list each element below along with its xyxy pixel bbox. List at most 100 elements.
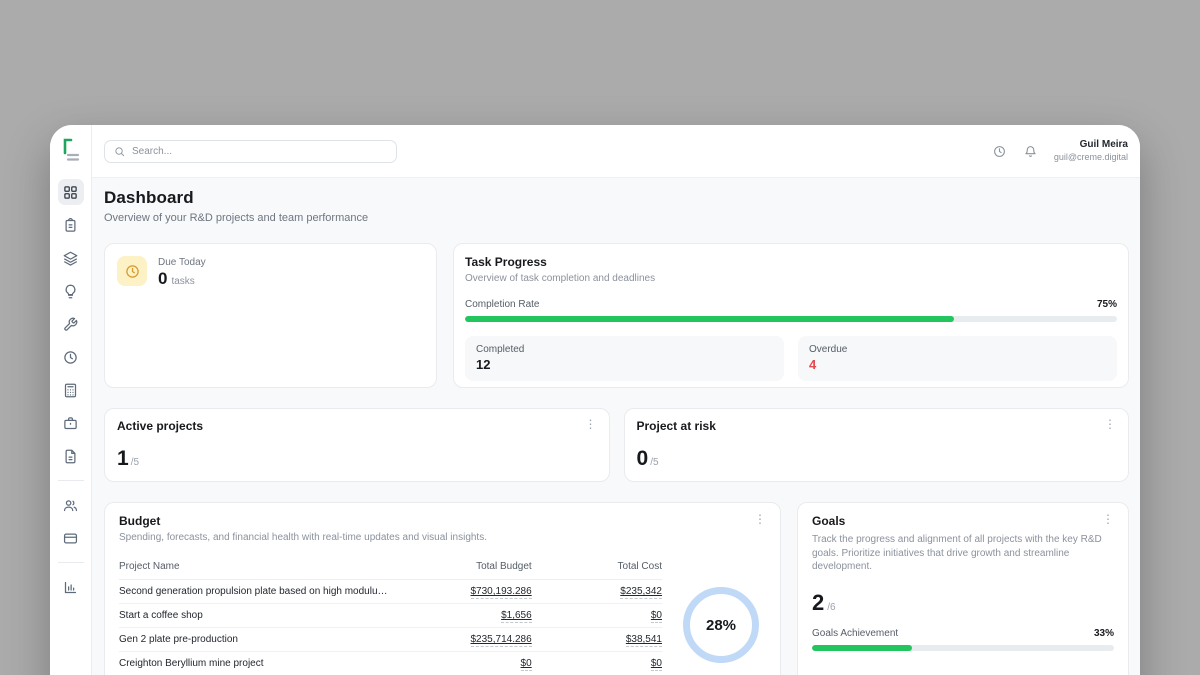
table-row[interactable]: Creighton Beryllium mine project $0 $0	[119, 651, 662, 675]
total-budget-value[interactable]: $235,714.286	[470, 634, 532, 647]
main-content: Dashboard Overview of your R&D projects …	[92, 178, 1140, 675]
history-button[interactable]	[992, 143, 1008, 159]
header-actions: Guil Meira guil@creme.digital	[992, 139, 1130, 163]
lightbulb-icon	[65, 284, 76, 298]
user-email: guil@creme.digital	[1053, 151, 1128, 162]
total-budget-value[interactable]: $730,193.286	[470, 586, 532, 599]
sidebar-divider	[57, 562, 84, 563]
goals-achievement-percent: 33%	[1093, 627, 1114, 639]
due-today-card: Due Today 0 tasks	[104, 243, 437, 388]
row-overview: Due Today 0 tasks Task Progress Overview…	[104, 243, 1129, 388]
notifications-button[interactable]	[1023, 143, 1039, 159]
page-title: Dashboard	[104, 188, 194, 207]
dashboard-grid-icon	[64, 185, 77, 199]
total-cost-value[interactable]: $235,342	[620, 586, 662, 599]
col-total-budget: Total Budget	[401, 557, 532, 580]
completion-rate-label: Completion Rate	[465, 299, 540, 310]
app-window: V1.0 Search... Guil Meira guil@creme.dig…	[50, 125, 1140, 675]
active-projects-title: Active projects	[117, 419, 204, 433]
total-cost-value[interactable]: $38,541	[625, 634, 662, 647]
due-today-unit: tasks	[171, 276, 195, 287]
credit-card-icon	[63, 533, 78, 543]
total-budget-value[interactable]: $0	[520, 658, 532, 671]
table-row[interactable]: Start a coffee shop $1,656 $0	[119, 603, 662, 628]
budget-title: Budget	[119, 514, 161, 528]
budget-donut-chart: 28%	[683, 587, 759, 663]
row-finance: Budget Spending, forecasts, and financia…	[104, 502, 1129, 675]
user-menu[interactable]: Guil Meira guil@creme.digital	[1054, 139, 1130, 163]
sidebar: V1.0	[50, 125, 92, 675]
sidebar-item-calculator[interactable]	[58, 377, 84, 403]
clipboard-icon	[65, 217, 76, 232]
sidebar-item-reports[interactable]	[58, 574, 84, 600]
more-menu-button[interactable]: ⋮	[754, 512, 766, 526]
task-progress-title: Task Progress	[465, 255, 547, 269]
sidebar-item-dashboard[interactable]	[57, 179, 84, 205]
clock-icon	[994, 145, 1006, 157]
total-cost-value[interactable]: $0	[650, 658, 662, 671]
goals-card: Goals ⋮ Track the progress and alignment…	[797, 502, 1129, 675]
goals-total: /6	[827, 601, 836, 613]
budget-table: Project Name Total Budget Total Cost Sec…	[119, 557, 662, 675]
sidebar-item-projects[interactable]	[58, 245, 84, 271]
sidebar-item-tasks[interactable]	[58, 212, 84, 238]
project-name: Second generation propulsion plate based…	[119, 579, 402, 604]
goals-value: 2	[812, 589, 825, 615]
search-input[interactable]: Search...	[104, 139, 397, 163]
goals-progress-fill	[812, 644, 912, 651]
completion-progress-bar	[465, 316, 1117, 322]
due-today-text: Due Today 0 tasks	[158, 256, 206, 289]
clock-icon	[64, 350, 77, 364]
calculator-icon	[64, 383, 77, 397]
active-projects-total: /5	[130, 457, 140, 468]
completed-value: 12	[476, 357, 491, 372]
due-today-icon-badge	[117, 256, 147, 286]
sidebar-item-time[interactable]	[58, 344, 84, 370]
project-name: Start a coffee shop	[119, 603, 402, 628]
sidebar-item-ideas[interactable]	[58, 278, 84, 304]
sidebar-item-team[interactable]	[58, 492, 84, 518]
search-placeholder: Search...	[132, 145, 173, 157]
sidebar-item-portfolio[interactable]	[58, 410, 84, 436]
sidebar-nav	[57, 179, 84, 600]
budget-card: Budget Spending, forecasts, and financia…	[104, 502, 781, 675]
sidebar-item-documents[interactable]	[58, 443, 84, 469]
wrench-icon	[64, 317, 78, 331]
col-project-name: Project Name	[119, 557, 402, 580]
table-row[interactable]: Second generation propulsion plate based…	[119, 579, 662, 604]
project-name: Gen 2 plate pre-production	[119, 627, 402, 652]
task-progress-subtitle: Overview of task completion and deadline…	[465, 273, 656, 284]
overdue-label: Overdue	[809, 344, 848, 355]
project-at-risk-card: Project at risk ⋮ 0 /5	[623, 408, 1129, 482]
more-menu-button[interactable]: ⋮	[1104, 417, 1116, 431]
file-icon	[65, 449, 76, 463]
clock-icon	[125, 264, 139, 278]
creme-logo-icon	[63, 138, 79, 161]
top-bar: Search... Guil Meira guil@creme.digital	[92, 125, 1140, 178]
sidebar-item-billing[interactable]	[58, 525, 84, 551]
active-projects-value: 1	[117, 447, 129, 470]
task-progress-card: Task Progress Overview of task completio…	[453, 243, 1129, 388]
due-today-value: 0	[158, 269, 168, 288]
budget-donut-percent: 28%	[705, 616, 737, 634]
goals-description: Track the progress and alignment of all …	[812, 534, 1102, 572]
completed-stat-box: Completed 12	[465, 336, 784, 381]
sidebar-item-tools[interactable]	[58, 311, 84, 337]
project-at-risk-title: Project at risk	[636, 419, 716, 433]
completion-progress-fill	[465, 316, 954, 322]
more-menu-button[interactable]: ⋮	[584, 417, 597, 431]
budget-subtitle: Spending, forecasts, and financial healt…	[119, 532, 487, 543]
table-row[interactable]: Gen 2 plate pre-production $235,714.286 …	[119, 627, 662, 652]
more-menu-button[interactable]: ⋮	[1102, 512, 1114, 526]
goals-achievement-label: Goals Achievement	[812, 627, 899, 639]
layers-icon	[63, 251, 78, 266]
total-budget-value[interactable]: $1,656	[501, 610, 532, 623]
col-total-cost: Total Cost	[531, 557, 662, 580]
overdue-stat-box: Overdue 4	[798, 336, 1117, 381]
budget-donut-wrap: 28%	[676, 557, 766, 675]
completion-rate-value: 75%	[1096, 299, 1117, 310]
search-icon	[115, 146, 125, 156]
total-cost-value[interactable]: $0	[650, 610, 662, 623]
overdue-value: 4	[809, 357, 817, 372]
page-subtitle: Overview of your R&D projects and team p…	[104, 212, 369, 224]
